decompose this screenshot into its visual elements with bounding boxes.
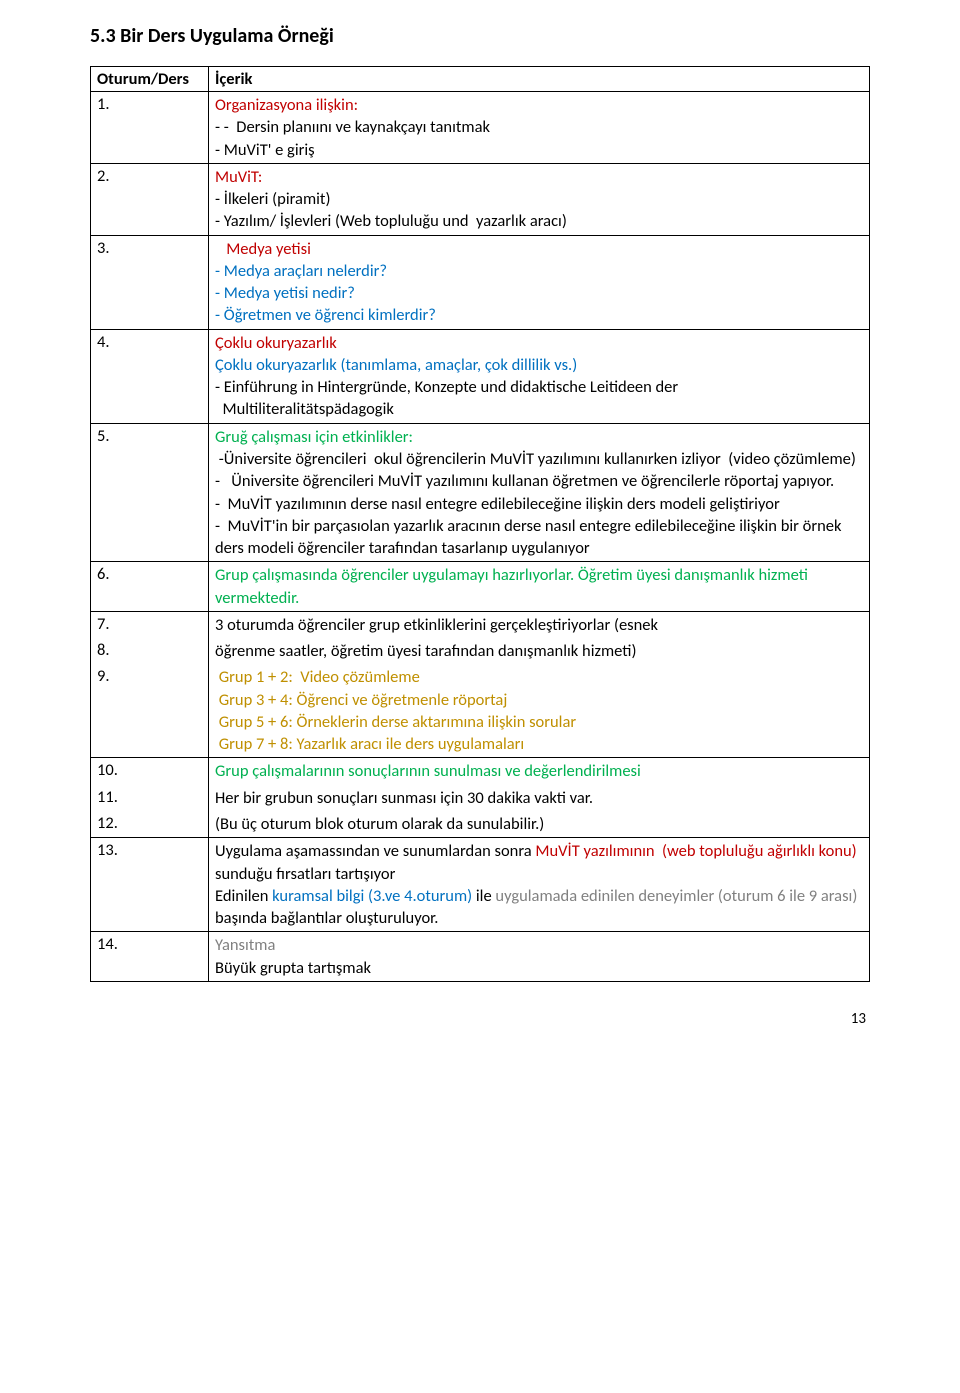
row-number: 5. [91, 423, 209, 562]
row-number: 1. [91, 92, 209, 164]
row-content: Medya yetisi- Medya araçları nelerdir?- … [209, 235, 870, 329]
row-content: Yansıtma Büyük grupta tartışmak [209, 932, 870, 982]
document-page: 5.3 Bir Ders Uygulama Örneği Oturum/Ders… [0, 0, 960, 1068]
text-segment: Grup 7 + 8: Yazarlık aracı ile ders uygu… [215, 734, 524, 754]
text-segment: Organizasyona ilişkin: [215, 95, 358, 115]
col-header-session: Oturum/Ders [91, 67, 209, 92]
text-segment: Yansıtma [215, 935, 275, 955]
row-content: (Bu üç oturum blok oturum olarak da sunu… [209, 811, 870, 838]
text-segment: - Medya araçları nelerdir? [215, 261, 387, 281]
text-segment: Grup çalışmasında öğrenciler uygulamayı … [215, 565, 812, 607]
lesson-table: Oturum/Ders İçerik 1.Organizasyona ilişk… [90, 66, 870, 982]
row-number: 4. [91, 329, 209, 423]
table-row: 1.Organizasyona ilişkin:- - Dersin planı… [91, 92, 870, 164]
row-number: 9. [91, 664, 209, 758]
text-segment: uygulamada edinilen deneyimler (oturum 6… [495, 886, 857, 906]
row-content: Çoklu okuryazarlıkÇoklu okuryazarlık (ta… [209, 329, 870, 423]
text-segment: öğrenme saatler, öğretim üyesi tarafında… [215, 641, 637, 661]
table-row: 2.MuViT:- İlkeleri (piramit)- Yazılım/ İ… [91, 163, 870, 235]
text-segment: Multiliteralitätspädagogik [215, 399, 394, 419]
row-content: öğrenme saatler, öğretim üyesi tarafında… [209, 638, 870, 664]
row-content: Gruğ çalışması için etkinlikler: -Üniver… [209, 423, 870, 562]
text-segment: - Yazılım/ İşlevleri (Web topluluğu und … [215, 211, 567, 231]
row-content: Organizasyona ilişkin:- - Dersin planıın… [209, 92, 870, 164]
table-row: 12. (Bu üç oturum blok oturum olarak da s… [91, 811, 870, 838]
text-segment: - Einführung in Hintergründe, Konzepte u… [215, 377, 678, 397]
text-segment: - İlkeleri (piramit) [215, 189, 330, 209]
table-row: 4.Çoklu okuryazarlıkÇoklu okuryazarlık (… [91, 329, 870, 423]
table-body: 1.Organizasyona ilişkin:- - Dersin planı… [91, 92, 870, 982]
table-row: 14. Yansıtma Büyük grupta tartışmak [91, 932, 870, 982]
text-segment: Edinilen [215, 886, 272, 906]
text-segment: (Bu üç oturum blok oturum olarak da sunu… [215, 814, 544, 834]
text-segment: Uygulama aşamassından ve sunumlardan son… [215, 841, 535, 861]
table-row: 9. Grup 1 + 2: Video çözümleme Grup 3 + … [91, 664, 870, 758]
text-segment: MuVİT yazılımının (web topluluğu ağırlık… [535, 841, 856, 861]
row-number: 10. [91, 758, 209, 785]
col-header-content: İçerik [209, 67, 870, 92]
row-number: 6. [91, 562, 209, 612]
section-title: 5.3 Bir Ders Uygulama Örneği [90, 24, 870, 48]
text-segment: ile [472, 886, 495, 906]
table-row: 7. 3 oturumda öğrenciler grup etkinlikler… [91, 611, 870, 638]
row-number: 14. [91, 932, 209, 982]
text-segment: Çoklu okuryazarlık [215, 333, 337, 353]
row-number: 13. [91, 838, 209, 932]
row-content: Grup 1 + 2: Video çözümleme Grup 3 + 4: … [209, 664, 870, 758]
text-segment: Grup 1 + 2: Video çözümleme [215, 667, 420, 687]
table-row: 6.Grup çalışmasında öğrenciler uygulamay… [91, 562, 870, 612]
text-segment: - Öğretmen ve öğrenci kimlerdir? [215, 305, 436, 325]
row-number: 2. [91, 163, 209, 235]
text-segment: Çoklu okuryazarlık (tanımlama, amaçlar, … [215, 355, 577, 375]
text-segment: Grup çalışmalarının sonuçlarının sunulma… [215, 761, 641, 781]
table-row: 8. öğrenme saatler, öğretim üyesi tarafın… [91, 638, 870, 664]
row-content: Her bir grubun sonuçları sunması için 30… [209, 785, 870, 811]
text-segment: - MuVİT yazılımının derse nasıl entegre … [215, 494, 780, 514]
table-row: 13. Uygulama aşamassından ve sunumlardan … [91, 838, 870, 932]
text-segment: Büyük grupta tartışmak [215, 958, 371, 978]
page-number: 13 [90, 1010, 870, 1028]
row-content: 3 oturumda öğrenciler grup etkinliklerin… [209, 611, 870, 638]
text-segment: - - Dersin planıını ve kaynakçayı tanıtm… [215, 117, 490, 137]
text-segment: - Medya yetisi nedir? [215, 283, 355, 303]
row-content: Grup çalışmalarının sonuçlarının sunulma… [209, 758, 870, 785]
table-row: 3. Medya yetisi- Medya araçları nelerdir… [91, 235, 870, 329]
text-segment: - MuVİT'in bir parçasıolan yazarlık arac… [215, 516, 845, 558]
table-header-row: Oturum/Ders İçerik [91, 67, 870, 92]
text-segment: 3 oturumda öğrenciler grup etkinliklerin… [215, 615, 662, 635]
text-segment: Her bir grubun sonuçları sunması için 30… [215, 788, 593, 808]
text-segment: Grup 5 + 6: Örneklerin derse aktarımına … [215, 712, 576, 732]
text-segment: kuramsal bilgi (3.ve 4.oturum) [272, 886, 472, 906]
text-segment: Gruğ çalışması için etkinlikler: [215, 427, 413, 447]
row-number: 12. [91, 811, 209, 838]
text-segment: -Üniversite öğrencileri okul öğrencileri… [215, 449, 856, 469]
row-content: Uygulama aşamassından ve sunumlardan son… [209, 838, 870, 932]
row-number: 11. [91, 785, 209, 811]
text-segment: Medya yetisi [215, 239, 311, 259]
row-number: 8. [91, 638, 209, 664]
table-row: 11. Her bir grubun sonuçları sunması için… [91, 785, 870, 811]
text-segment: - Üniversite öğrencileri MuVİT yazılımın… [215, 471, 834, 491]
table-row: 5.Gruğ çalışması için etkinlikler: -Üniv… [91, 423, 870, 562]
row-content: MuViT:- İlkeleri (piramit)- Yazılım/ İşl… [209, 163, 870, 235]
row-content: Grup çalışmasında öğrenciler uygulamayı … [209, 562, 870, 612]
table-row: 10. Grup çalışmalarının sonuçlarının sunu… [91, 758, 870, 785]
row-number: 3. [91, 235, 209, 329]
row-number: 7. [91, 611, 209, 638]
text-segment: - MuViT' e giriş [215, 140, 315, 160]
text-segment: Grup 3 + 4: Öğrenci ve öğretmenle röport… [215, 690, 507, 710]
text-segment: MuViT: [215, 167, 262, 187]
